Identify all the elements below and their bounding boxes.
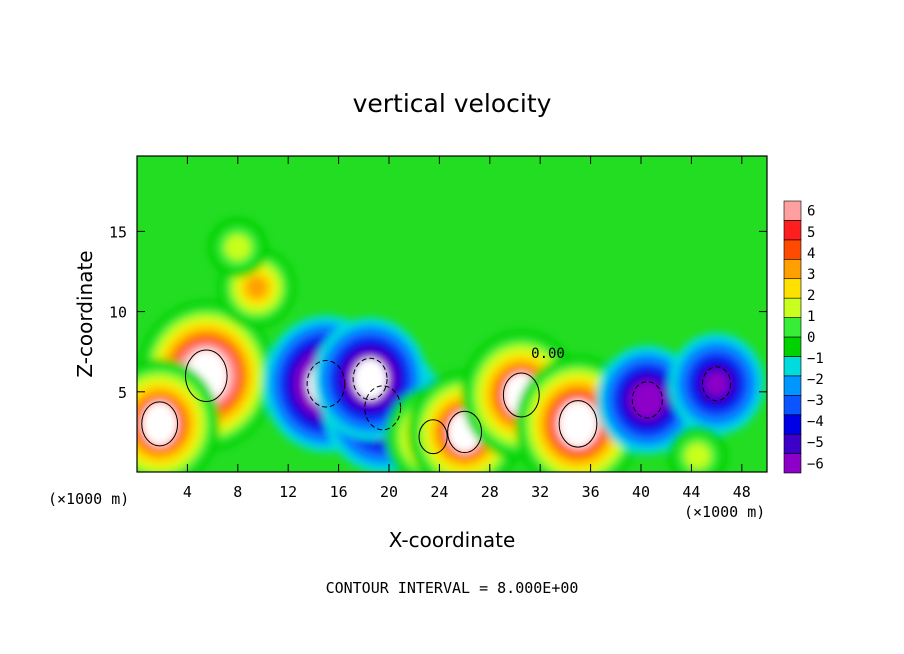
- colorbar-label: 3: [807, 267, 815, 283]
- colorbar-swatch: [783, 200, 802, 221]
- contour-line: [364, 385, 402, 431]
- colorbar-swatch: [783, 375, 802, 396]
- field-feature-updraft: [207, 217, 268, 278]
- x-tick-label: 20: [380, 483, 398, 501]
- colorbar-swatch: [783, 258, 802, 280]
- contour-line: [352, 357, 388, 401]
- x-unit-label: (×1000 m): [684, 503, 765, 521]
- y-tick-label: 15: [109, 223, 127, 241]
- contour-line: [702, 366, 732, 402]
- contour-line: [418, 419, 448, 455]
- colorbar-label: 4: [807, 246, 815, 262]
- contour-line: [447, 410, 483, 454]
- field-feature-updraft: [137, 358, 220, 472]
- colorbar-swatch: [783, 453, 802, 474]
- y-axis-ticks: 5 10 15: [109, 223, 767, 402]
- colorbar-swatch: [783, 297, 802, 318]
- colorbar-label: −6: [807, 456, 824, 472]
- x-tick-label: 24: [430, 483, 448, 501]
- x-tick-label: 40: [632, 483, 650, 501]
- plot-frame: [136, 155, 768, 473]
- colorbar-label: −3: [807, 393, 824, 409]
- colorbar-label: 1: [807, 309, 815, 325]
- contour-line: [502, 372, 540, 418]
- x-tick-label: 16: [330, 483, 348, 501]
- field-level: [225, 234, 251, 261]
- velocity-field: [137, 217, 765, 472]
- field-level: [705, 371, 728, 396]
- colorbar-swatch: [783, 433, 802, 454]
- x-tick-label: 12: [279, 483, 297, 501]
- contour-line: [558, 400, 598, 448]
- colorbar-label: −5: [807, 435, 824, 451]
- contour-line: [306, 360, 346, 408]
- colorbar-swatch: [783, 356, 802, 377]
- field-level: [636, 388, 659, 412]
- colorbar-label: 6: [807, 204, 815, 220]
- field-core: [559, 400, 597, 448]
- contour-label: 0.00: [531, 346, 565, 362]
- contour-interval-text: CONTOUR INTERVAL = 8.000E+00: [326, 579, 579, 597]
- colorbar-swatch: [783, 317, 802, 338]
- contour-lines: [141, 349, 732, 455]
- colorbar-label: −1: [807, 351, 824, 367]
- colorbar: −6 −5 −4 −3 −2 −1 0 1 2 3 4 5 6: [783, 200, 824, 474]
- x-axis-ticks: 4 8 12 16 20 24 28 32 36 40 44 48: [183, 156, 751, 501]
- x-tick-label: 36: [582, 483, 600, 501]
- field-core: [141, 401, 178, 446]
- colorbar-swatch: [783, 414, 802, 435]
- colorbar-swatch: [783, 394, 802, 416]
- x-tick-label: 48: [733, 483, 751, 501]
- colorbar-label: 0: [807, 330, 815, 346]
- x-tick-label: 28: [481, 483, 499, 501]
- colorbar-label: 2: [807, 288, 815, 304]
- colorbar-label: −2: [807, 372, 824, 388]
- y-unit-label: (×1000 m): [48, 490, 129, 508]
- colorbar-swatch: [783, 220, 802, 241]
- field-feature-downdraft: [668, 332, 765, 435]
- x-tick-label: 32: [531, 483, 549, 501]
- field-feature-updraft: [667, 425, 728, 472]
- contour-line: [631, 381, 663, 419]
- y-tick-label: 10: [109, 304, 127, 322]
- x-axis-label: X-coordinate: [389, 528, 516, 552]
- x-tick-label: 8: [233, 483, 242, 501]
- colorbar-swatch: [783, 239, 802, 260]
- field-level: [245, 276, 268, 299]
- colorbar-label: −4: [807, 414, 824, 430]
- field-level: [685, 443, 711, 469]
- colorbar-swatch: [783, 278, 802, 299]
- field-core: [353, 358, 388, 400]
- y-tick-label: 5: [118, 384, 127, 402]
- colorbar-label: 5: [807, 225, 815, 241]
- chart-title: vertical velocity: [353, 89, 552, 118]
- contour-line: [141, 401, 179, 447]
- y-axis-label: Z-coordinate: [73, 250, 97, 377]
- contour-line: [185, 349, 228, 402]
- x-tick-label: 44: [682, 483, 700, 501]
- plot-area: [137, 156, 767, 472]
- colorbar-swatch: [783, 336, 802, 357]
- x-tick-label: 4: [183, 483, 192, 501]
